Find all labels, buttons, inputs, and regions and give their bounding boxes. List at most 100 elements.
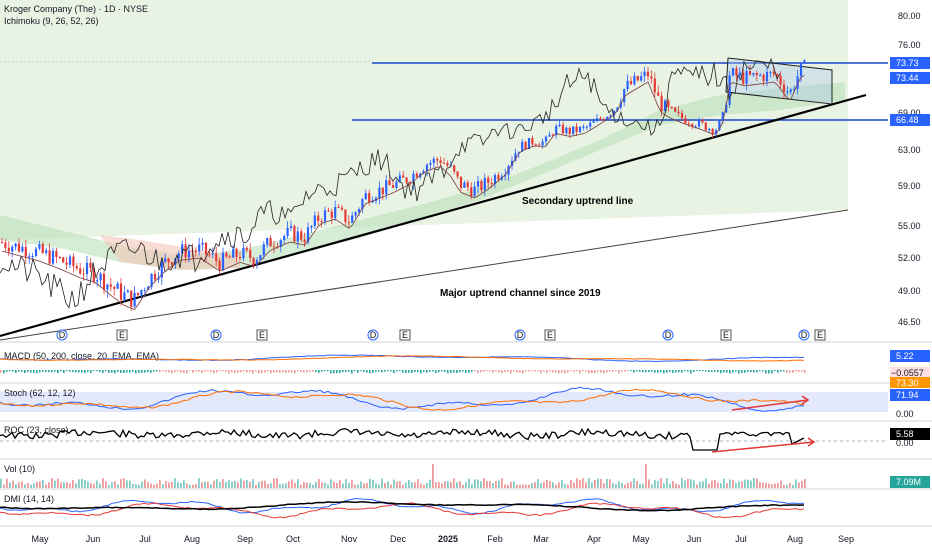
macd-hist-bar xyxy=(255,370,257,372)
dividend-marker-6[interactable] xyxy=(514,329,526,341)
macd-hist-bar xyxy=(333,370,335,374)
volume-panel[interactable]: Vol (10) 7.09M xyxy=(0,464,930,488)
macd-hist-bar xyxy=(249,370,251,373)
macd-hist-bar xyxy=(321,370,323,372)
macd-panel[interactable]: MACD (50, 200, close, 20, EMA, EMA) 5.22… xyxy=(0,350,930,379)
volume-bar xyxy=(741,481,743,488)
roc-panel[interactable]: ROC (23, close) 5.58 0.00 xyxy=(0,425,930,453)
price-tick-0: 80.00 xyxy=(898,11,921,21)
dividend-marker-4[interactable] xyxy=(367,329,379,341)
macd-hist-bar xyxy=(627,370,629,372)
dmi-panel[interactable]: DMI (14, 14) xyxy=(0,494,805,519)
macd-hist-bar xyxy=(96,370,98,372)
macd-hist-bar xyxy=(24,370,26,374)
candle-body xyxy=(385,180,388,195)
stoch-panel[interactable]: Stoch (62, 12, 12) 73.30 71.94 0.00 xyxy=(0,377,930,419)
volume-bar xyxy=(435,482,437,488)
macd-hist-bar xyxy=(570,370,572,372)
macd-hist-bar xyxy=(528,370,530,372)
macd-hist-bar xyxy=(171,370,173,374)
dividend-marker-8[interactable] xyxy=(662,329,674,341)
macd-hist-bar xyxy=(165,370,167,372)
volume-bar xyxy=(438,481,440,488)
macd-hist-bar xyxy=(114,370,116,374)
major-uptrend-channel-line[interactable] xyxy=(0,209,849,341)
ichimoku-cloud xyxy=(0,82,845,270)
volume-bar xyxy=(375,483,377,488)
volume-bar xyxy=(651,484,653,488)
candle-body xyxy=(480,181,483,191)
volume-bar xyxy=(510,481,512,488)
volume-bar xyxy=(750,480,752,488)
macd-hist-bar xyxy=(804,370,806,373)
volume-bar xyxy=(231,481,233,488)
candle-body xyxy=(133,292,136,307)
earnings-marker-9[interactable] xyxy=(720,329,732,341)
macd-hist-bar xyxy=(648,370,650,373)
price-tick-8: 55.00 xyxy=(898,221,921,231)
stoch-zero-label: 0.00 xyxy=(896,409,914,419)
macd-hist-bar xyxy=(573,370,575,372)
candle-body xyxy=(187,250,191,258)
macd-hist-bar xyxy=(189,370,191,372)
candle-body xyxy=(327,210,330,212)
volume-bar xyxy=(192,484,194,488)
macd-hist-bar xyxy=(531,370,533,372)
macd-hist-bar xyxy=(87,370,89,372)
volume-bar xyxy=(756,478,758,488)
dividend-marker-2[interactable] xyxy=(210,329,222,341)
candle-body xyxy=(623,89,626,103)
macd-signal-value: −0.0557 xyxy=(891,368,924,378)
earnings-marker-3[interactable] xyxy=(256,329,268,341)
candle-body xyxy=(147,286,150,290)
candle-body xyxy=(361,199,364,210)
volume-bar xyxy=(21,481,23,488)
earnings-marker-1[interactable] xyxy=(116,329,128,341)
macd-hist-bar xyxy=(267,370,269,372)
candle-body xyxy=(677,111,680,114)
macd-hist-bar xyxy=(237,370,239,373)
volume-bar xyxy=(372,479,374,488)
candle-body xyxy=(136,292,140,296)
candle-body xyxy=(310,226,313,228)
candle-body xyxy=(228,256,231,258)
price-tag-label-2: 73.73 xyxy=(896,58,919,68)
macd-hist-bar xyxy=(84,370,86,373)
earnings-marker-11[interactable] xyxy=(814,329,826,341)
earnings-marker-7[interactable] xyxy=(544,329,556,341)
price-tick-1: 76.00 xyxy=(898,40,921,50)
candle-body xyxy=(157,277,160,280)
candle-body xyxy=(398,175,401,182)
volume-bar xyxy=(489,480,491,488)
dividend-marker-0[interactable] xyxy=(56,329,68,341)
candle-body xyxy=(412,173,415,184)
earnings-marker-5[interactable] xyxy=(399,329,411,341)
macd-hist-bar xyxy=(129,370,131,373)
candle-body xyxy=(762,74,765,82)
event-marker-label-11: E xyxy=(817,330,823,340)
candle-body xyxy=(776,74,779,76)
macd-hist-bar xyxy=(393,370,395,374)
volume-bar xyxy=(162,484,164,488)
volume-bar xyxy=(366,483,368,488)
candle-body xyxy=(636,75,639,81)
candle-body xyxy=(96,280,99,282)
dividend-marker-10[interactable] xyxy=(798,329,810,341)
macd-hist-bar xyxy=(15,370,17,373)
candle-body xyxy=(616,107,619,111)
volume-bar xyxy=(117,484,119,488)
candle-body xyxy=(89,262,92,268)
volume-bar xyxy=(441,483,443,488)
volume-bar xyxy=(81,478,83,488)
macd-hist-bar xyxy=(39,370,41,373)
macd-hist-bar xyxy=(51,370,53,373)
volume-bar xyxy=(270,483,272,488)
secondary-uptrend-line[interactable] xyxy=(0,93,867,338)
candle-body xyxy=(167,258,170,263)
volume-bar xyxy=(213,480,215,488)
candle-body xyxy=(772,71,775,75)
macd-hist-bar xyxy=(747,370,749,372)
volume-bar xyxy=(726,483,728,488)
